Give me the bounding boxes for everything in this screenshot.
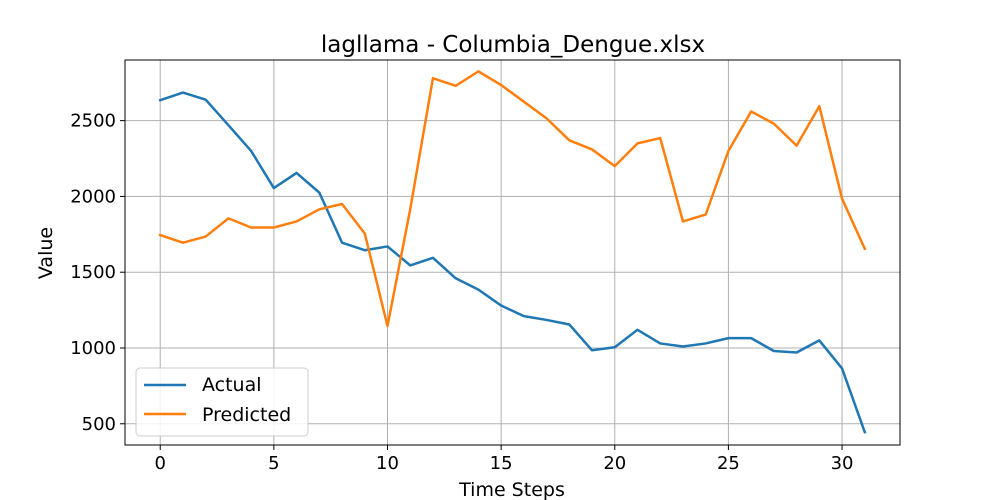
legend: Actual Predicted xyxy=(135,367,309,437)
series-lines xyxy=(158,70,867,434)
y-tick-label: 2000 xyxy=(70,186,116,207)
y-tick-label: 1000 xyxy=(70,338,116,359)
series-line-predicted xyxy=(158,70,867,328)
x-tick-label: 15 xyxy=(490,453,513,474)
x-tick-label: 0 xyxy=(155,453,166,474)
y-tick-label: 1500 xyxy=(70,262,116,283)
x-tick-label: 5 xyxy=(268,453,279,474)
plot-frame xyxy=(124,59,901,446)
x-tick-label: 25 xyxy=(717,453,740,474)
y-tick-label: 2500 xyxy=(70,111,116,132)
chart-title: lagllama - Columbia_Dengue.xlsx xyxy=(321,32,705,58)
y-axis-ticks: 500 1000 1500 2000 2500 xyxy=(70,111,125,435)
x-axis-label: Time Steps xyxy=(458,479,565,500)
series-line-actual xyxy=(158,91,867,434)
x-tick-label: 10 xyxy=(376,453,399,474)
y-tick-label: 500 xyxy=(82,414,116,435)
y-axis-label: Value xyxy=(35,227,57,279)
x-axis-ticks: 0 5 10 15 20 25 30 xyxy=(155,445,854,474)
x-tick-label: 30 xyxy=(831,453,854,474)
legend-label-actual: Actual xyxy=(202,374,262,396)
legend-label-predicted: Predicted xyxy=(202,404,291,426)
x-tick-label: 20 xyxy=(603,453,626,474)
